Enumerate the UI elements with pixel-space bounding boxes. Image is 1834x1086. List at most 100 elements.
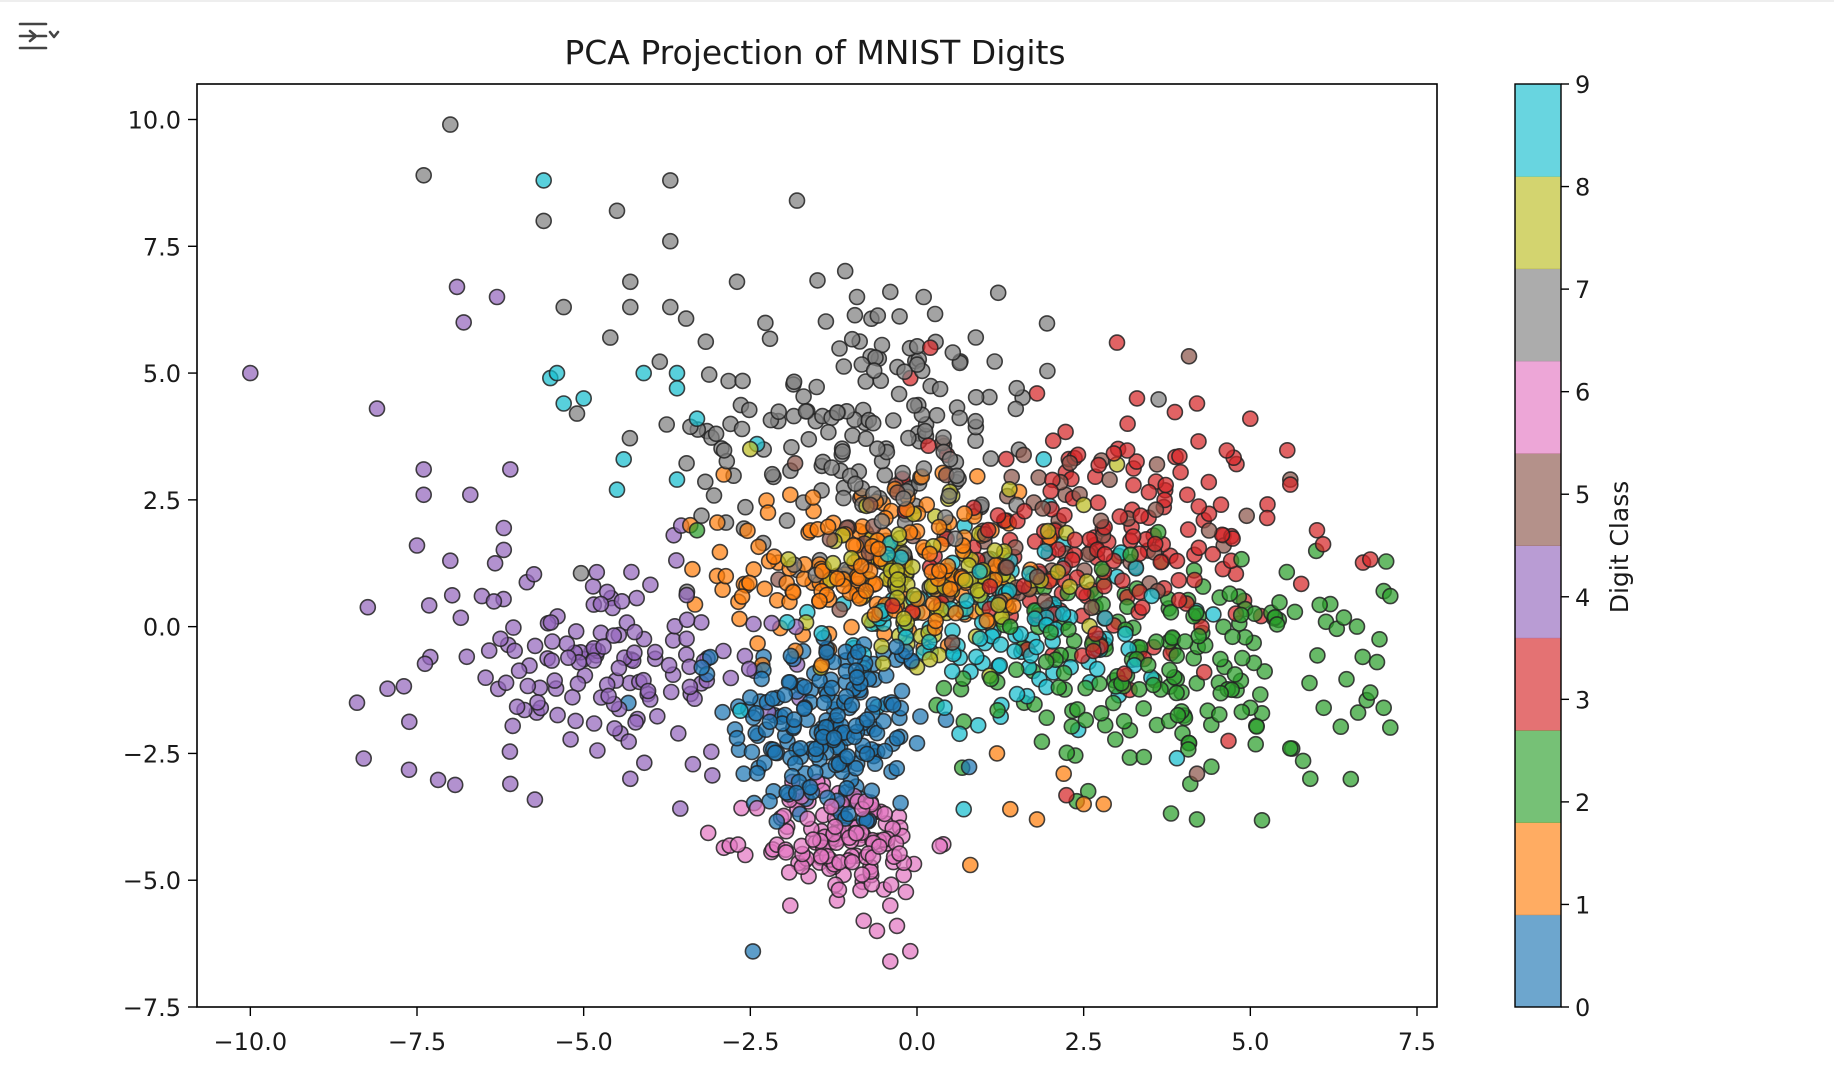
data-point-digit-6	[897, 883, 915, 901]
data-point-digit-6	[699, 824, 717, 842]
data-point-digit-9	[967, 648, 985, 666]
data-point-digit-7	[737, 498, 754, 516]
data-point-digit-2	[1234, 649, 1251, 667]
data-point-digit-2	[1162, 805, 1180, 822]
data-point-digit-0	[839, 748, 856, 765]
data-point-digit-0	[744, 943, 762, 960]
colorbar-tick-label: 1	[1575, 891, 1590, 919]
data-point-digit-4	[543, 633, 561, 650]
x-tick-label: −7.5	[388, 1028, 446, 1056]
data-point-digit-4	[605, 627, 623, 644]
data-point-digit-8	[1039, 522, 1057, 540]
data-point-digit-4	[488, 288, 506, 306]
data-point-digit-7	[705, 487, 723, 504]
x-tick-label: 0.0	[898, 1028, 936, 1056]
data-point-digit-2	[688, 521, 706, 539]
data-point-digit-4	[420, 597, 438, 614]
data-point-digit-0	[892, 794, 909, 812]
data-point-digit-7	[601, 329, 619, 346]
data-point-digit-2	[1077, 679, 1094, 697]
data-point-digit-4	[446, 776, 464, 794]
data-point-digit-7	[568, 405, 586, 422]
data-point-digit-1	[921, 545, 939, 563]
data-point-digit-4	[703, 767, 721, 784]
data-point-digit-3	[1362, 551, 1379, 568]
data-point-digit-2	[1382, 587, 1399, 605]
data-point-digit-6	[876, 805, 894, 823]
data-point-digit-1	[717, 567, 735, 585]
data-point-digit-7	[621, 298, 639, 316]
data-point-digit-2	[1286, 603, 1304, 621]
data-point-digit-3	[1195, 663, 1213, 681]
data-point-digit-0	[823, 679, 841, 697]
data-point-digit-2	[1176, 633, 1194, 650]
data-point-digit-6	[729, 836, 747, 853]
data-point-digit-2	[1248, 718, 1265, 735]
data-point-digit-4	[567, 712, 584, 730]
data-point-digit-3	[1259, 496, 1276, 513]
data-point-digit-3	[1134, 599, 1151, 616]
data-point-digit-7	[785, 373, 803, 391]
data-point-digit-1	[684, 560, 701, 578]
data-point-digit-1	[749, 635, 766, 652]
data-point-digit-2	[1190, 627, 1207, 645]
data-point-digit-9	[1168, 749, 1186, 767]
x-axis: −10.0 −7.5 −5.0 −2.5 0.0 2.5 5.0 7.5	[214, 1007, 1436, 1056]
data-point-digit-3	[1279, 441, 1296, 459]
data-point-digit-8	[890, 526, 908, 543]
data-point-digit-1	[804, 489, 822, 506]
data-point-digit-0	[843, 696, 861, 714]
data-point-digit-2	[1187, 604, 1205, 622]
data-point-digit-4	[495, 541, 513, 559]
data-point-digit-6	[870, 838, 888, 855]
data-point-digit-5	[1147, 501, 1165, 519]
data-point-digit-7	[720, 372, 737, 390]
data-point-digit-2	[1315, 699, 1332, 717]
data-point-digit-4	[441, 552, 459, 570]
output-toggle-button[interactable]	[16, 18, 64, 58]
data-point-digit-7	[834, 443, 851, 460]
data-point-digit-7	[693, 507, 710, 525]
data-point-digit-3	[1096, 545, 1114, 563]
data-point-digit-7	[869, 307, 887, 324]
y-tick-label: −2.5	[123, 740, 181, 768]
data-point-digit-2	[935, 679, 953, 697]
data-point-digit-2	[1256, 663, 1273, 680]
data-point-digit-0	[796, 678, 813, 696]
data-point-digit-7	[808, 378, 826, 396]
data-point-digit-4	[642, 576, 659, 594]
data-point-digit-4	[379, 680, 396, 698]
data-point-digit-2	[1115, 712, 1133, 730]
colorbar-tick-label: 4	[1575, 584, 1590, 612]
colorbar-segment-7	[1515, 268, 1561, 362]
x-tick-label: −5.0	[555, 1028, 613, 1056]
data-point-digit-7	[857, 373, 875, 390]
data-point-digit-4	[621, 770, 639, 788]
data-point-digit-1	[941, 580, 959, 598]
data-point-digit-0	[875, 712, 892, 730]
data-point-digit-3	[1200, 473, 1218, 491]
data-point-digit-2	[1139, 656, 1157, 674]
data-point-digit-4	[504, 717, 522, 735]
data-point-digit-3	[1204, 545, 1222, 563]
data-point-digit-1	[714, 581, 731, 599]
data-point-digit-3	[1190, 539, 1208, 557]
data-point-digit-9	[575, 390, 593, 407]
data-point-digit-2	[1180, 741, 1197, 758]
data-point-digit-6	[826, 818, 844, 836]
data-point-digit-3	[1066, 531, 1084, 549]
data-point-digit-0	[865, 696, 883, 713]
data-point-digit-6	[830, 881, 848, 899]
data-point-digit-1	[1028, 811, 1046, 828]
colorbar-tick-label: 2	[1575, 789, 1590, 817]
data-point-digit-7	[828, 404, 846, 421]
data-point-digit-1	[781, 486, 799, 504]
data-point-digit-2	[1309, 647, 1326, 664]
data-point-digit-4	[648, 707, 666, 725]
data-point-digit-3	[1282, 476, 1299, 493]
data-point-digit-2	[1349, 704, 1367, 721]
data-point-digit-7	[733, 420, 751, 438]
data-point-digit-4	[702, 743, 720, 761]
data-point-digit-7	[986, 353, 1004, 370]
data-point-digit-4	[505, 619, 522, 636]
